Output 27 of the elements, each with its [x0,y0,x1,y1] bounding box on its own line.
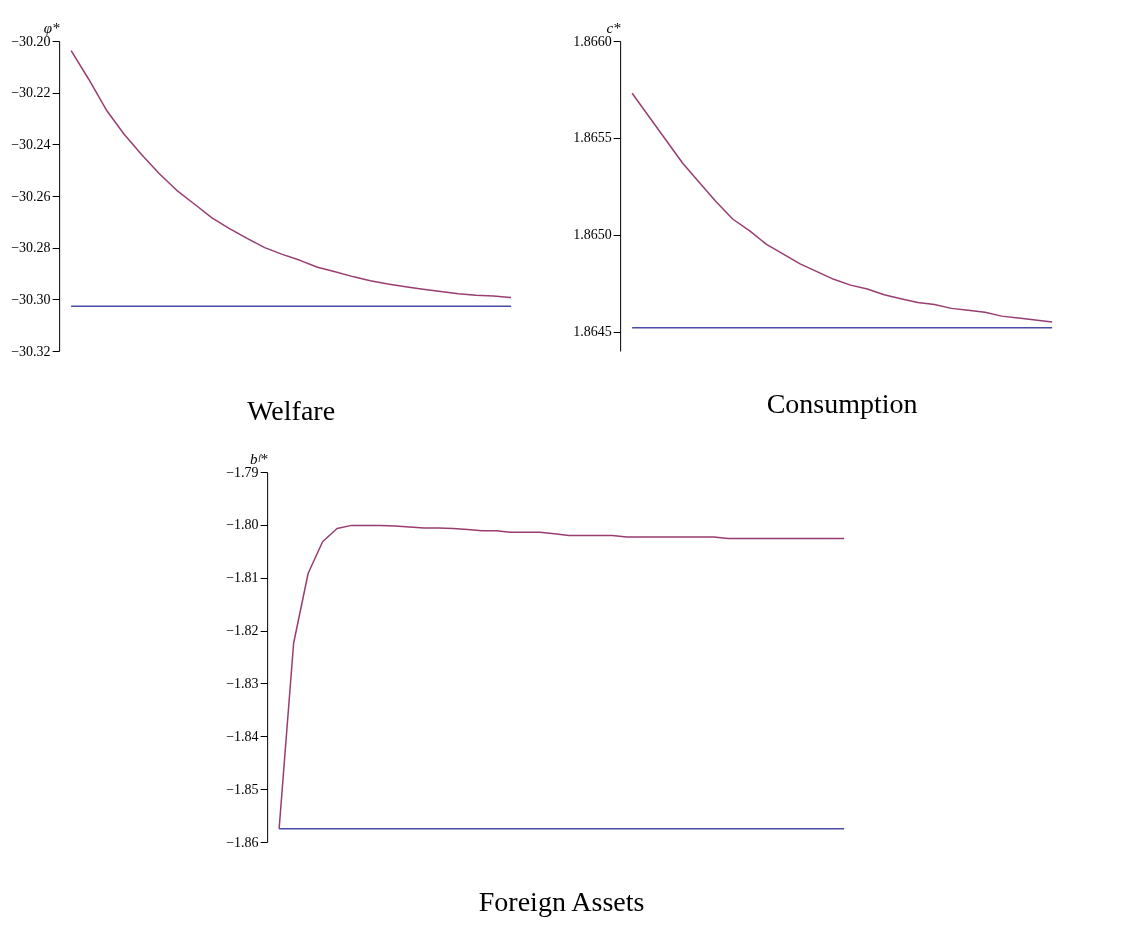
y-tick-label: −1.86 [226,834,259,850]
y-axis-title: bᶠ* [250,450,269,467]
y-tick-label: −30.28 [11,240,51,256]
y-tick-label: −30.22 [11,85,51,101]
y-axis-title: φ* [43,19,61,36]
line-series [278,524,845,830]
line-series [631,92,1053,323]
text: Foreign Assets [478,886,645,917]
y-tick-label: −30.26 [11,188,51,204]
y-tick-label: 1.8645 [573,324,612,340]
y-tick-label: −30.30 [11,291,51,307]
y-tick-label: −1.84 [226,728,259,744]
y-tick-label: −30.24 [11,136,51,152]
y-tick-label: −1.85 [226,781,259,797]
y-axis-title: c* [606,19,622,36]
text: Welfare [247,395,336,426]
y-tick-label: −1.82 [226,623,259,639]
y-tick-label: 1.8655 [573,130,612,146]
text: Consumption [766,388,918,419]
y-tick-label: −1.81 [226,570,259,586]
line-series [70,49,512,299]
y-tick-label: 1.8660 [573,33,612,49]
y-tick-label: 1.8650 [573,227,612,243]
y-tick-label: −1.83 [226,675,259,691]
y-tick-label: −1.79 [226,464,259,480]
y-tick-label: −30.32 [11,343,51,359]
y-tick-label: −1.80 [226,517,259,533]
